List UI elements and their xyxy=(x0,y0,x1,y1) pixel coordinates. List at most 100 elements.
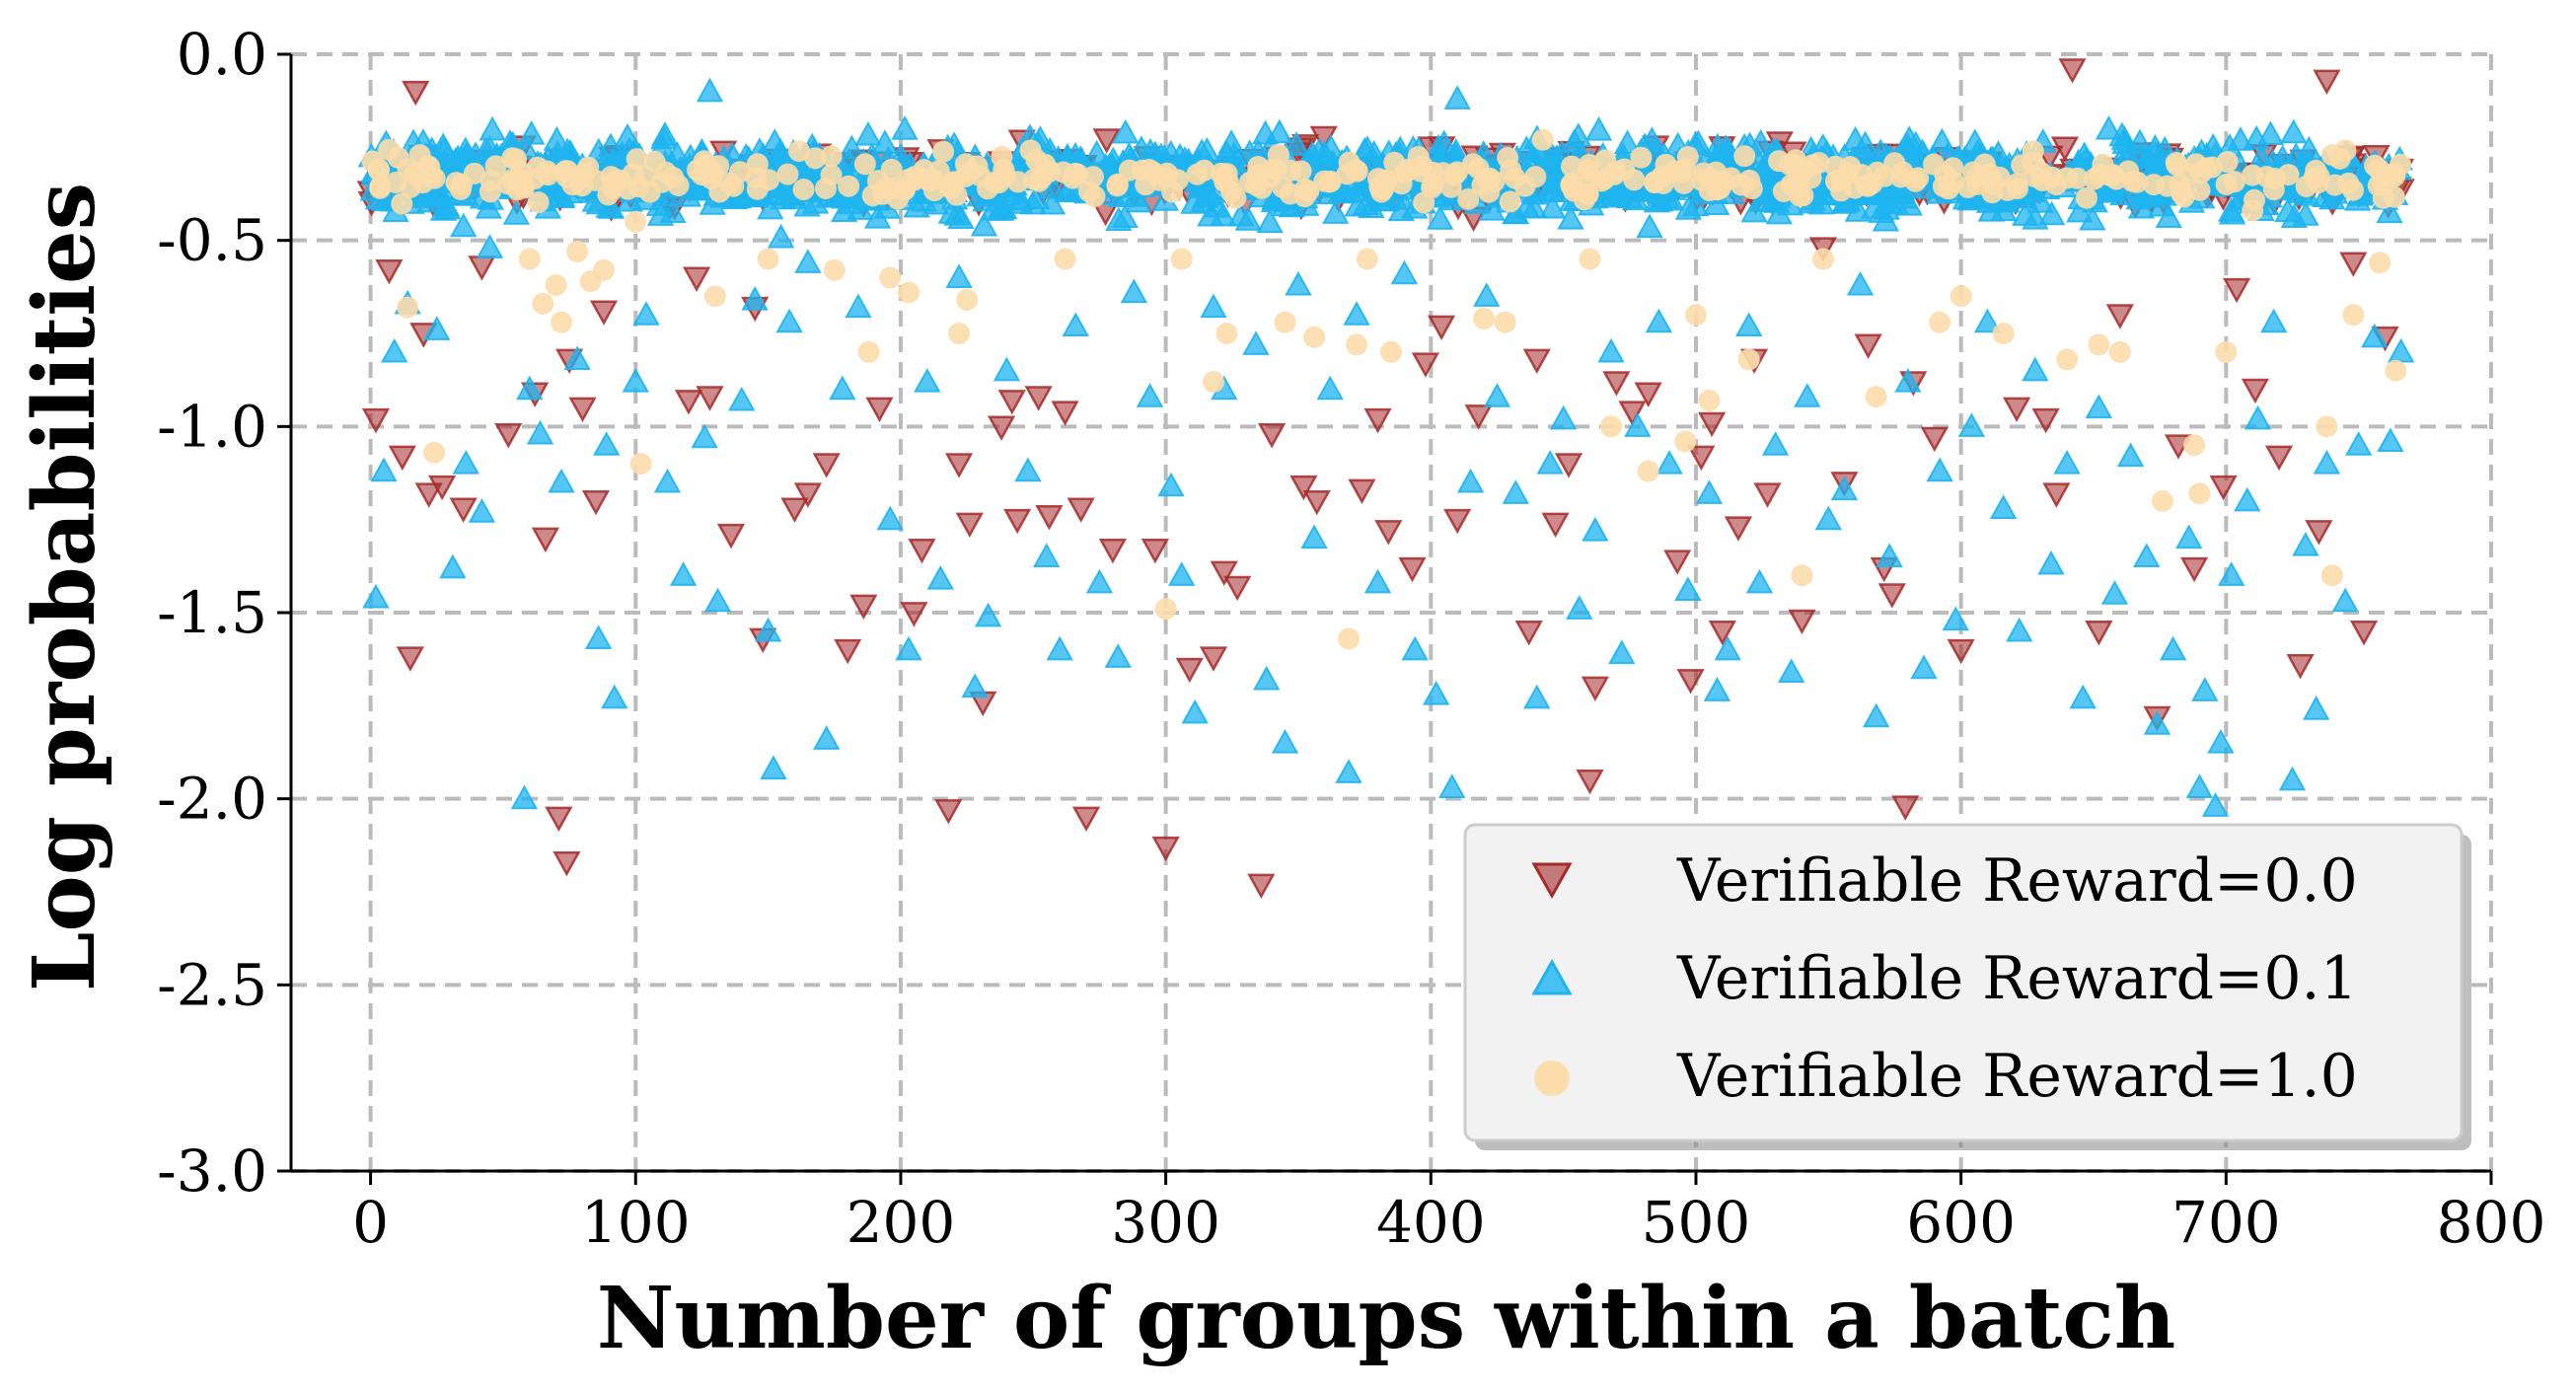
point-verifiable-reward-0-0-92 xyxy=(2002,397,2031,423)
point-verifiable-reward-1-0-band-344 xyxy=(792,179,815,201)
point-verifiable-reward-1-0-band-368 xyxy=(650,171,673,193)
point-verifiable-reward-0-1-band-1357 xyxy=(903,192,930,218)
point-verifiable-reward-1-0-band-276 xyxy=(1345,159,1367,182)
point-verifiable-reward-1-0-band-109 xyxy=(1655,153,1677,176)
point-verifiable-reward-0-1-31 xyxy=(829,375,856,401)
point-verifiable-reward-0-0-57 xyxy=(1363,407,1392,434)
point-verifiable-reward-0-1-101 xyxy=(1973,308,2002,333)
point-verifiable-reward-0-1-32 xyxy=(845,293,872,319)
point-verifiable-reward-1-0-9 xyxy=(625,210,647,233)
point-verifiable-reward-1-0-band-298 xyxy=(820,145,843,168)
point-verifiable-reward-0-0-63 xyxy=(1464,404,1493,430)
point-verifiable-reward-0-1-band-902 xyxy=(650,124,678,150)
point-verifiable-reward-0-1-117 xyxy=(2201,792,2230,817)
point-verifiable-reward-0-1-band-1470 xyxy=(2149,191,2176,217)
point-verifiable-reward-0-1-band-1368 xyxy=(1512,135,1541,161)
point-verifiable-reward-0-1-24 xyxy=(728,386,756,411)
point-verifiable-reward-0-1-band-687 xyxy=(1082,139,1111,165)
point-verifiable-reward-0-1-band-1142 xyxy=(838,134,866,160)
point-verifiable-reward-1-0-18 xyxy=(956,289,979,312)
point-verifiable-reward-1-0-17 xyxy=(948,323,971,344)
point-verifiable-reward-0-1-91 xyxy=(1814,505,1843,531)
point-verifiable-reward-0-0-78 xyxy=(1724,516,1753,542)
point-verifiable-reward-0-1-14 xyxy=(584,624,613,650)
point-verifiable-reward-0-0-70 xyxy=(1602,371,1631,397)
point-verifiable-reward-1-0-band-338 xyxy=(1313,170,1336,192)
point-verifiable-reward-0-1-69 xyxy=(1473,282,1501,307)
point-verifiable-reward-0-0-104 xyxy=(2264,445,2294,472)
point-verifiable-reward-0-1-band-1376 xyxy=(2218,199,2246,225)
point-verifiable-reward-0-1-102 xyxy=(1989,494,2018,519)
point-verifiable-reward-0-1-78 xyxy=(1608,639,1636,665)
point-verifiable-reward-0-1-70 xyxy=(1483,383,1511,407)
point-verifiable-reward-1-0-band-328 xyxy=(872,183,895,205)
point-verifiable-reward-0-0-48 xyxy=(1175,657,1204,684)
point-verifiable-reward-0-0-80 xyxy=(1753,482,1782,508)
point-verifiable-reward-1-0-band-314 xyxy=(2277,164,2300,186)
point-verifiable-reward-1-0-band-372 xyxy=(1706,179,1729,201)
point-verifiable-reward-1-0-band-247 xyxy=(1193,159,1215,182)
legend-label-reward-0-1: Verifiable Reward=0.1 xyxy=(1676,944,2358,1013)
point-verifiable-reward-0-0-72 xyxy=(1634,382,1662,407)
point-verifiable-reward-0-0-35 xyxy=(955,512,984,539)
point-verifiable-reward-1-0-band-316 xyxy=(1067,163,1089,185)
point-verifiable-reward-0-1-108 xyxy=(2085,394,2113,419)
y-ticks: 0.0 -0.5 -1.0 -1.5 -2.0 -2.5 -3.0 xyxy=(157,21,291,1205)
point-verifiable-reward-0-0-65 xyxy=(1522,348,1551,374)
point-verifiable-reward-0-0-68 xyxy=(1576,769,1604,795)
point-verifiable-reward-1-0-band-326 xyxy=(1844,177,1867,199)
point-verifiable-reward-0-0-87 xyxy=(1891,795,1920,821)
point-verifiable-reward-0-0-81 xyxy=(1788,609,1816,635)
point-verifiable-reward-0-0-90 xyxy=(1947,638,1975,665)
point-verifiable-reward-0-1-98 xyxy=(1926,457,1953,482)
point-verifiable-reward-0-0-45 xyxy=(1098,539,1128,564)
point-verifiable-reward-0-1-25 xyxy=(741,285,769,311)
point-verifiable-reward-1-0-band-296 xyxy=(1943,171,1965,193)
point-verifiable-reward-1-0-39 xyxy=(1791,564,1813,587)
point-verifiable-reward-0-1-67 xyxy=(1443,85,1471,110)
y-tick-label-0.0: 0.0 xyxy=(177,21,267,88)
point-verifiable-reward-0-0-0 xyxy=(361,407,391,434)
point-verifiable-reward-0-1-2 xyxy=(381,337,408,363)
point-verifiable-reward-0-1-46 xyxy=(1104,643,1132,668)
point-verifiable-reward-1-0-band-26 xyxy=(932,140,955,163)
point-verifiable-reward-0-1-15 xyxy=(593,431,621,456)
point-verifiable-reward-0-1-band-1464 xyxy=(1300,143,1329,169)
point-verifiable-reward-0-1-114 xyxy=(2175,524,2203,550)
point-verifiable-reward-0-1-band-1004 xyxy=(1561,128,1588,154)
point-verifiable-reward-1-0-band-322 xyxy=(1778,153,1801,176)
point-verifiable-reward-1-0-band-364 xyxy=(2384,162,2406,184)
point-verifiable-reward-0-1-band-1215 xyxy=(1682,191,1710,217)
point-verifiable-reward-0-1-81 xyxy=(1656,450,1683,475)
point-verifiable-reward-0-1-band-1432 xyxy=(1256,208,1284,234)
legend-marker-reward-1-0 xyxy=(1534,1061,1570,1096)
point-verifiable-reward-1-0-14 xyxy=(857,340,880,363)
point-verifiable-reward-1-0-band-324 xyxy=(2367,175,2390,197)
point-verifiable-reward-1-0-band-339 xyxy=(746,153,769,176)
point-verifiable-reward-0-1-band-619 xyxy=(830,197,858,223)
point-verifiable-reward-1-0-4 xyxy=(545,273,567,296)
point-verifiable-reward-1-0-56 xyxy=(2369,252,2392,274)
point-verifiable-reward-0-1-band-276 xyxy=(450,212,478,238)
point-verifiable-reward-0-0-13 xyxy=(545,806,573,833)
point-verifiable-reward-0-1-band-986 xyxy=(2126,128,2154,154)
point-verifiable-reward-1-0-band-239 xyxy=(1478,181,1501,203)
data-points xyxy=(356,58,2415,900)
point-verifiable-reward-1-0-48 xyxy=(2151,489,2173,512)
point-verifiable-reward-1-0-10 xyxy=(629,453,652,476)
point-verifiable-reward-0-1-band-1024 xyxy=(970,211,998,237)
point-verifiable-reward-1-0-0 xyxy=(397,296,419,319)
point-verifiable-reward-1-0-12 xyxy=(757,248,779,270)
point-verifiable-reward-0-1-30 xyxy=(813,725,841,750)
point-verifiable-reward-1-0-30 xyxy=(1473,307,1496,330)
point-verifiable-reward-0-0-33 xyxy=(934,799,963,825)
point-verifiable-reward-1-0-13 xyxy=(823,258,846,281)
point-verifiable-reward-1-0-16 xyxy=(898,281,920,304)
y-tick-label--2.5: -2.5 xyxy=(157,951,267,1018)
point-verifiable-reward-0-0-89 xyxy=(1920,426,1949,453)
point-verifiable-reward-0-1-29 xyxy=(794,249,822,273)
point-verifiable-reward-0-1-49 xyxy=(1157,472,1185,497)
point-verifiable-reward-0-1-band-1064 xyxy=(2109,181,2137,206)
point-verifiable-reward-1-0-band-363 xyxy=(1578,153,1600,176)
point-verifiable-reward-0-0-51 xyxy=(1223,575,1252,602)
